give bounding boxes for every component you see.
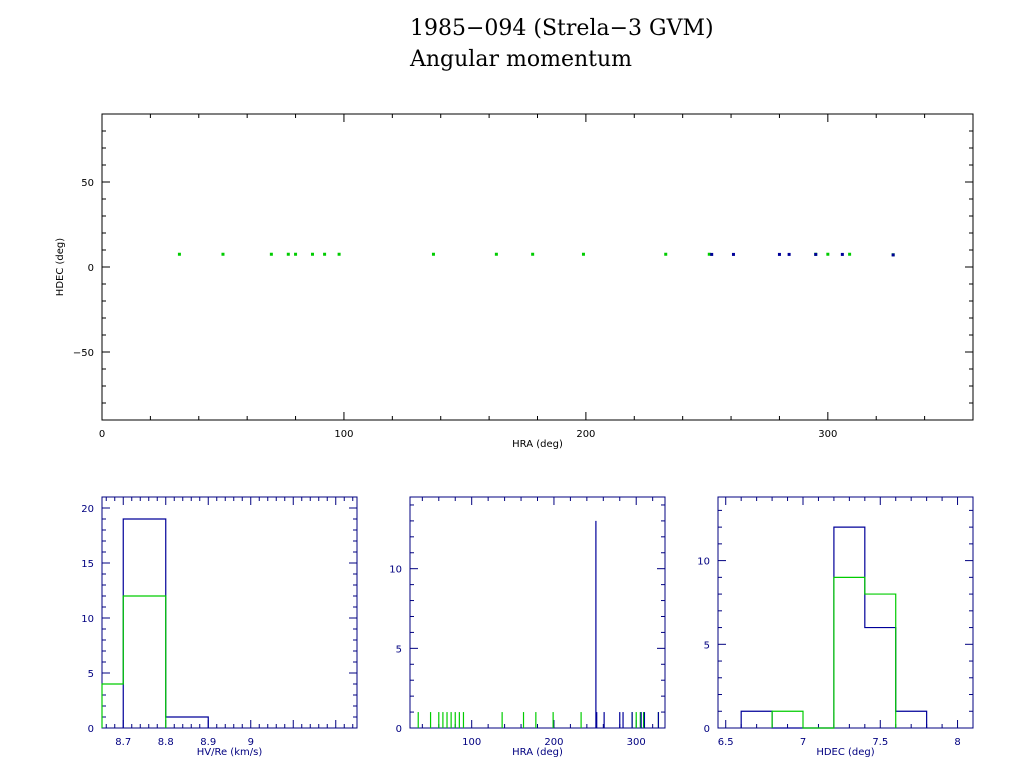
main-blue-point: [787, 252, 791, 256]
main-green-point: [531, 252, 535, 256]
main-blue-point: [840, 252, 844, 256]
main-x-tick-label: 300: [818, 429, 837, 440]
main-green-point: [177, 252, 181, 256]
hdec-y-tick-label: 10: [697, 557, 710, 568]
main-green-point: [269, 252, 273, 256]
hv-y-tick-label: 15: [81, 559, 94, 570]
main-y-axis-label: HDEC (deg): [55, 238, 66, 296]
hv-y-tick-label: 5: [88, 669, 94, 680]
hdec-green-histogram: [771, 576, 897, 729]
main-green-point: [707, 252, 711, 256]
main-green-point: [494, 252, 498, 256]
main-green-point: [431, 252, 435, 256]
hv-x-tick-label: 8.7: [115, 737, 131, 748]
main-green-point: [310, 252, 314, 256]
main-x-tick-label: 100: [334, 429, 353, 440]
hdec-y-tick-label: 5: [704, 640, 710, 651]
main-x-tick-label: 200: [576, 429, 595, 440]
main-y-tick-label: 50: [81, 178, 94, 189]
hra-x-axis-label: HRA (deg): [512, 747, 563, 758]
hra-x-tick-label: 200: [544, 737, 563, 748]
hv-y-tick-label: 20: [81, 504, 94, 515]
hra-y-tick-label: 5: [396, 644, 402, 655]
hra-histogram-frame: [409, 496, 666, 729]
hv-green-histogram: [101, 595, 167, 728]
hdec-x-tick-label: 6.5: [718, 737, 734, 748]
main-green-point: [664, 252, 668, 256]
hv-x-tick-label: 8.8: [158, 737, 174, 748]
main-blue-point: [777, 252, 781, 256]
hdec-x-axis-label: HDEC (deg): [816, 747, 874, 758]
hv-x-axis-label: HV/Re (km/s): [197, 747, 263, 758]
hv-histogram-frame: [101, 496, 358, 729]
hv-y-tick-label: 10: [81, 614, 94, 625]
hdec-x-tick-label: 7.5: [872, 737, 888, 748]
hdec-x-tick-label: 7: [800, 737, 806, 748]
hdec-histogram-frame: [717, 496, 974, 729]
hv-x-tick-label: 9: [248, 737, 254, 748]
main-blue-point: [710, 252, 714, 256]
chart-subtitle: Angular momentum: [410, 47, 632, 72]
main-y-tick-label: 0: [88, 263, 94, 274]
main-x-axis-label: HRA (deg): [512, 439, 563, 450]
main-green-point: [337, 252, 341, 256]
hra-x-tick-label: 300: [627, 737, 646, 748]
main-green-point: [286, 252, 290, 256]
main-blue-point: [891, 253, 895, 257]
main-green-point: [323, 252, 327, 256]
main-y-tick-label: −50: [73, 348, 94, 359]
hdec-x-tick-label: 8: [954, 737, 960, 748]
main-blue-point: [731, 252, 735, 256]
hra-y-tick-label: 0: [396, 724, 402, 735]
hv-x-tick-label: 8.9: [200, 737, 216, 748]
main-green-point: [848, 252, 852, 256]
main-green-point: [294, 252, 298, 256]
main-green-point: [826, 252, 830, 256]
main-blue-point: [814, 252, 818, 256]
chart-title: 1985−094 (Strela−3 GVM): [410, 16, 714, 41]
hdec-y-tick-label: 0: [704, 724, 710, 735]
hra-x-tick-label: 100: [462, 737, 481, 748]
main-green-point: [221, 252, 225, 256]
hv-y-tick-label: 0: [88, 724, 94, 735]
main-plot-frame: [101, 113, 974, 421]
hra-y-tick-label: 10: [389, 565, 402, 576]
main-x-tick-label: 0: [99, 429, 105, 440]
main-green-point: [581, 252, 585, 256]
